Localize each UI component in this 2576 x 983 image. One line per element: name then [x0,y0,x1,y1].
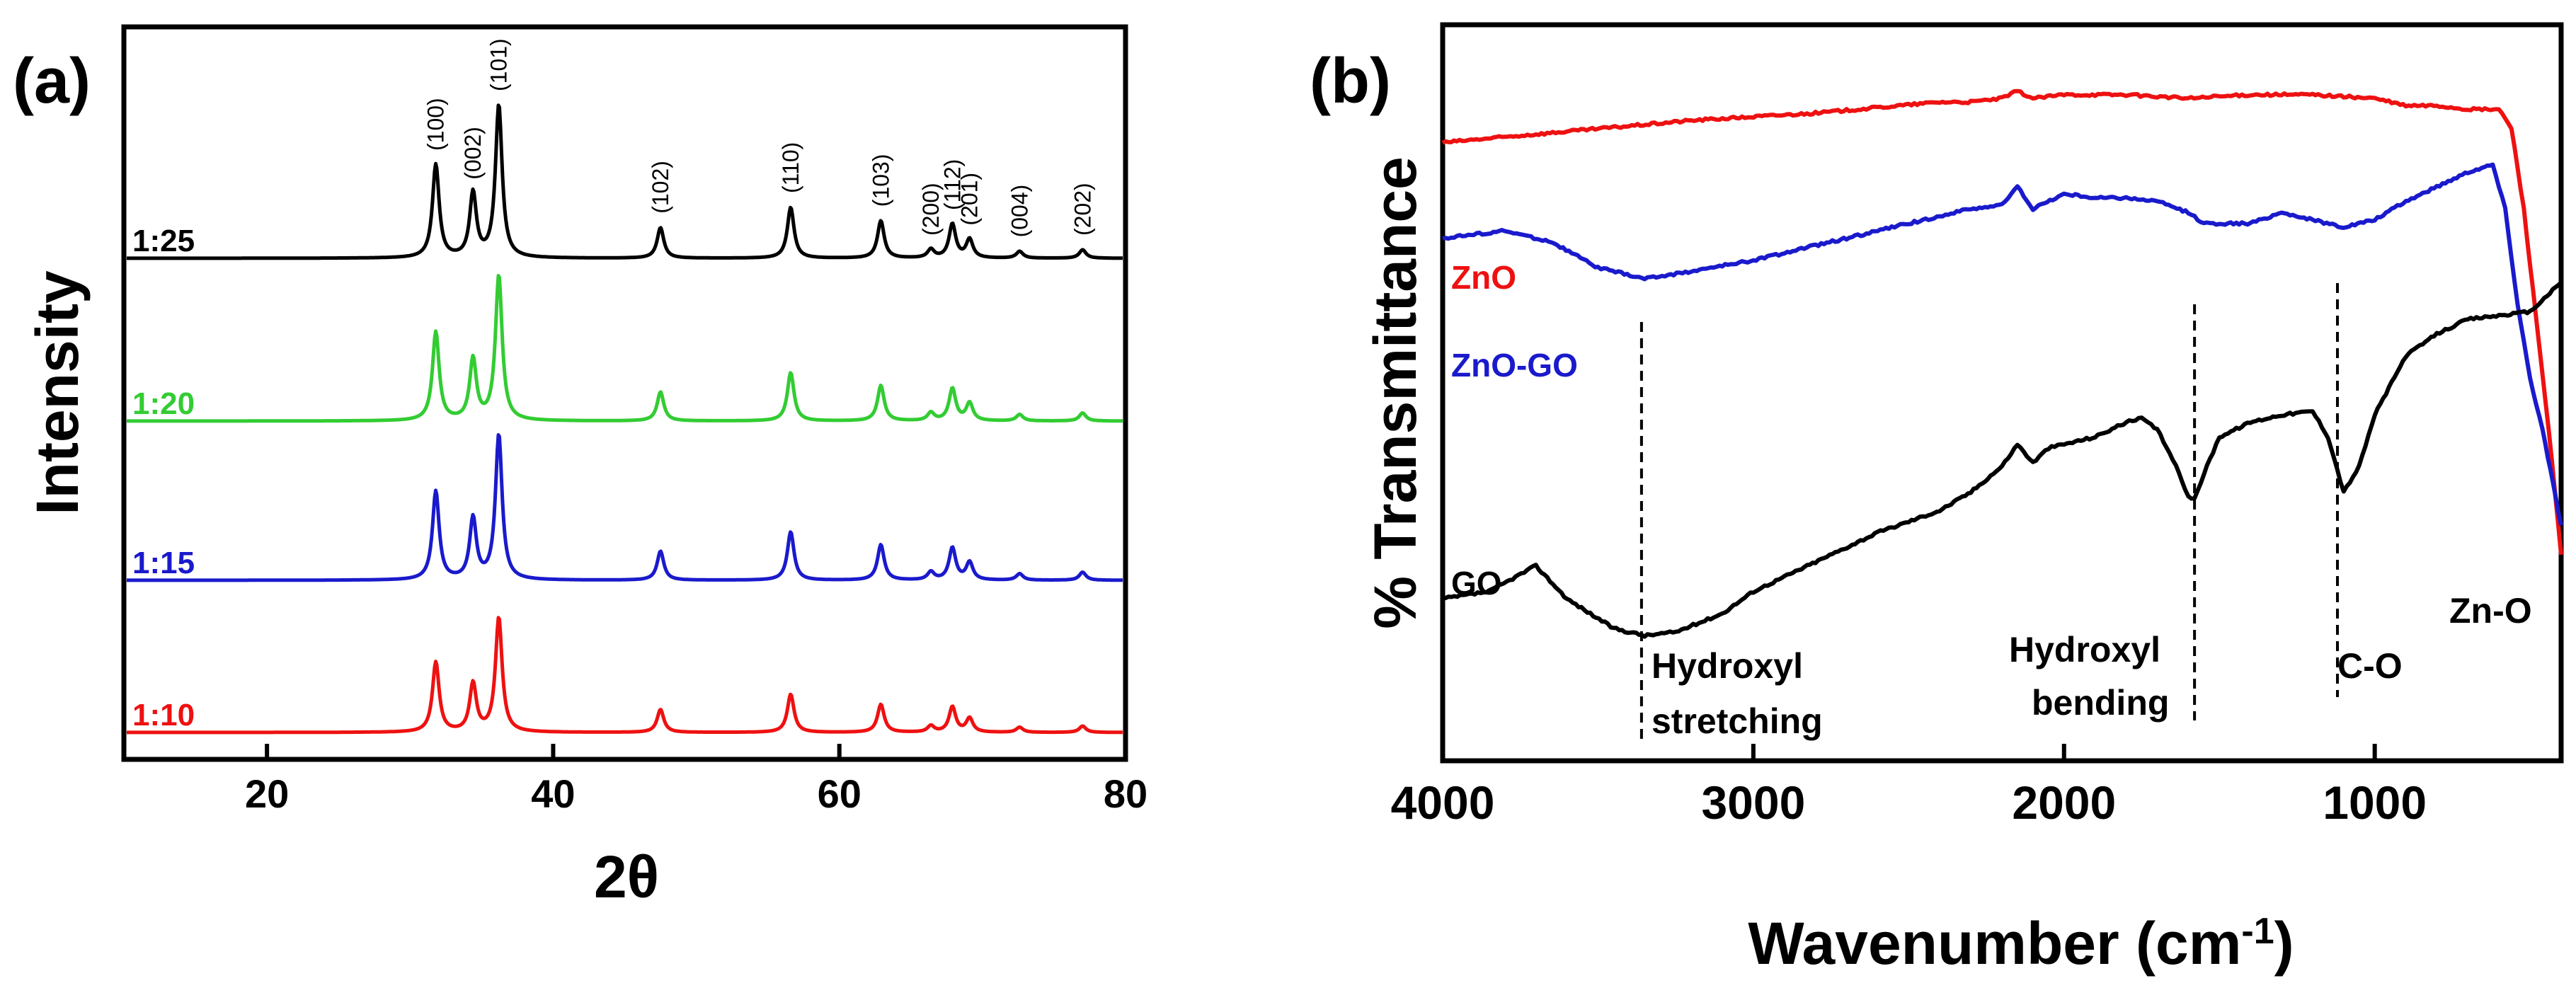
annotation-zn-o: Zn-O [2449,591,2532,631]
hkl-label: (112) [939,159,965,210]
xrd-series-label: 1:25 [132,224,195,258]
panel-a-label: (a) [13,46,91,117]
xrd-series-group: 1:25 1:20 1:15 1:10 [126,103,1123,735]
xrd-plot-frame [121,24,1128,762]
ftir-x-tick-label: 1000 [2323,776,2427,829]
xrd-series-line [126,274,1123,423]
ftir-series-label: ZnO [1451,259,1516,296]
ftir-x-tick-label: 2000 [2012,776,2116,829]
ftir-series-line [1442,280,2563,639]
panel-b-label: (b) [1310,46,1391,117]
ftir-x-tick-label: 4000 [1391,776,1495,829]
annotation-hydroxyl-stretching-line1: Hydroxyl [1651,646,1803,686]
ftir-x-axis-title-close: ) [2274,910,2294,977]
xrd-x-tick-label: 20 [245,771,289,816]
xrd-x-tick-label: 60 [818,771,861,816]
ftir-panel: (b) 4000 3000 2000 1000 ZnO ZnO-GO GO Hydroxy… [1310,22,2564,977]
hkl-label: (004) [1007,185,1032,238]
xrd-x-ticks: 20 40 60 80 [245,744,1147,816]
xrd-series-line [126,103,1123,260]
annotation-hydroxyl-bending-line1: Hydroxyl [2009,630,2160,669]
annotation-hydroxyl-bending-line2: bending [2032,683,2169,723]
xrd-hkl-labels: (100) (002) (101) (102) (110) (103) (200)(112)… [423,38,1096,237]
xrd-series-line [126,616,1123,735]
ftir-series-group [1441,88,2563,639]
xrd-x-tick-label: 80 [1104,771,1147,816]
xrd-panel: (a) 20 40 60 80 1:25 1:20 1:15 1:10 (100) (002)… [13,24,1147,910]
xrd-x-tick-label: 40 [531,771,575,816]
xrd-y-axis-title: Intensity [24,270,91,515]
hkl-label: (110) [778,142,803,193]
ftir-x-axis-title-main: Wavenumber (cm [1748,910,2241,977]
ftir-y-axis-title: % Transmittance [1362,156,1429,629]
ftir-x-tick-label: 3000 [1701,776,1805,829]
annotation-c-o: C-O [2337,646,2403,686]
xrd-series-label: 1:10 [132,698,195,732]
ftir-series-label: GO [1451,565,1502,602]
ftir-series-line [1442,162,2563,526]
xrd-series-line [126,433,1123,582]
xrd-series-label: 1:20 [132,386,195,421]
hkl-label: (101) [486,38,512,91]
hkl-label: (103) [868,154,893,207]
hkl-label: (200) [918,183,944,236]
xrd-x-axis-title: 2θ [594,844,659,910]
hkl-label: (102) [648,161,673,214]
ftir-x-ticks: 4000 3000 2000 1000 [1391,744,2427,829]
ftir-series-line [1441,88,2563,556]
xrd-series-label: 1:15 [132,546,195,580]
hkl-label: (201) [957,173,983,226]
ftir-band-markers [1639,283,2339,740]
hkl-label: (100) [423,98,449,151]
ftir-x-axis-title-sup: -1 [2241,911,2274,952]
ftir-x-axis-title: Wavenumber (cm-1) [1748,910,2294,977]
hkl-label: (202) [1070,183,1095,236]
hkl-label: (002) [460,127,486,180]
ftir-series-labels: ZnO ZnO-GO GO [1451,259,1578,602]
ftir-plot-frame [1440,22,2564,764]
annotation-hydroxyl-stretching-line2: stretching [1651,701,1823,741]
ftir-series-label: ZnO-GO [1451,347,1578,384]
